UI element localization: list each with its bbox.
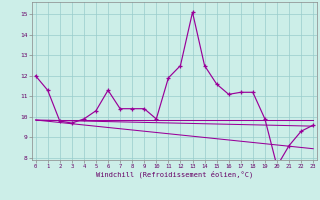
X-axis label: Windchill (Refroidissement éolien,°C): Windchill (Refroidissement éolien,°C) <box>96 171 253 178</box>
